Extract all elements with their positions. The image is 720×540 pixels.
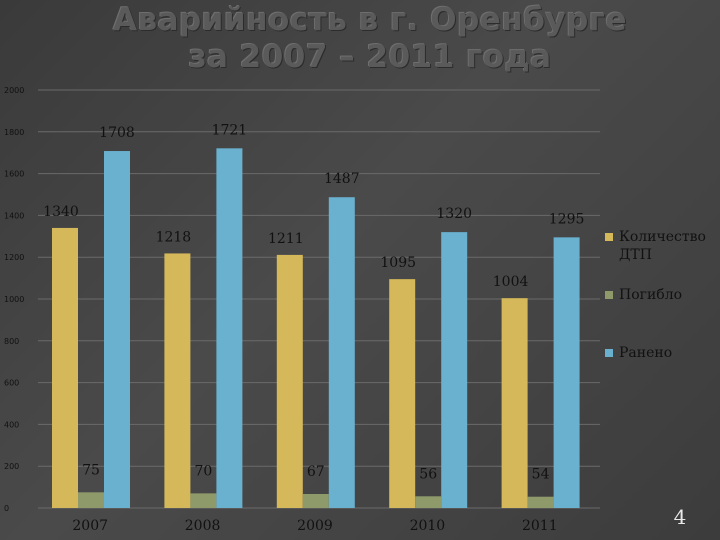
bar-2010-series-1: [415, 496, 442, 508]
data-label-2011-series-0: 1004: [493, 274, 529, 290]
data-label-2010-series-1: 56: [419, 466, 437, 482]
data-label-2010-series-2: 1320: [436, 206, 472, 222]
y-tick-label-800: 800: [4, 337, 19, 346]
y-tick-label-2000: 2000: [4, 86, 24, 95]
data-label-2010-series-0: 1095: [380, 255, 416, 271]
bar-2011-series-0: [501, 298, 528, 508]
y-tick-label-1000: 1000: [4, 295, 24, 304]
bar-2011-series-1: [527, 496, 554, 508]
y-tick-label-1200: 1200: [4, 253, 24, 262]
data-label-2011-series-2: 1295: [549, 211, 585, 227]
data-label-2009-series-2: 1487: [324, 171, 360, 187]
data-label-2008-series-1: 70: [194, 463, 212, 479]
data-label-2008-series-2: 1721: [212, 122, 248, 138]
data-label-2011-series-1: 54: [532, 467, 550, 483]
y-tick-label-400: 400: [4, 420, 19, 429]
legend-label-2: Ранено: [619, 345, 673, 361]
data-label-2007-series-2: 1708: [99, 125, 135, 141]
legend-swatch-1: [605, 291, 613, 299]
data-label-2007-series-1: 75: [82, 462, 100, 478]
bar-2007-series-2: [104, 151, 130, 508]
y-tick-label-0: 0: [4, 504, 9, 513]
chart-title-line-1: Аварийность в г. Оренбурге: [112, 2, 628, 38]
bar-2009-series-1: [302, 493, 329, 508]
bar-2010-series-2: [441, 232, 468, 508]
y-tick-label-200: 200: [4, 462, 19, 471]
bar-2009-series-2: [328, 197, 355, 509]
legend-swatch-2: [605, 349, 613, 357]
bar-2007-series-1: [78, 492, 104, 508]
x-tick-label-2009: 2009: [297, 518, 333, 534]
bar-2011-series-2: [553, 237, 580, 508]
chart-title: Аварийность в г. Оренбурге за 2007 – 201…: [60, 2, 680, 76]
chart-title-line-2: за 2007 – 2011 года: [188, 39, 552, 75]
data-label-2008-series-0: 1218: [156, 229, 192, 245]
bar-2009-series-0: [276, 254, 303, 508]
x-tick-label-2007: 2007: [72, 518, 108, 534]
y-tick-label-1600: 1600: [4, 170, 24, 179]
y-tick-label-1800: 1800: [4, 128, 24, 137]
bar-2010-series-0: [389, 279, 416, 508]
legend-label-1: Погибло: [619, 287, 683, 303]
legend-label-0: Количество ДТП: [619, 229, 706, 263]
page-number: 4: [673, 505, 687, 529]
data-label-2007-series-0: 1340: [43, 204, 79, 220]
bar-2008-series-2: [216, 148, 243, 508]
data-label-2009-series-0: 1211: [268, 231, 304, 247]
x-tick-label-2008: 2008: [185, 518, 221, 534]
y-tick-label-600: 600: [4, 379, 19, 388]
bar-2007-series-0: [52, 227, 78, 508]
y-tick-label-1400: 1400: [4, 211, 24, 220]
legend-swatch-0: [605, 233, 613, 241]
x-tick-label-2010: 2010: [410, 518, 446, 534]
bar-2008-series-0: [164, 253, 191, 508]
bar-2008-series-1: [190, 493, 217, 508]
data-label-2009-series-1: 67: [307, 464, 325, 480]
x-tick-label-2011: 2011: [522, 518, 558, 534]
